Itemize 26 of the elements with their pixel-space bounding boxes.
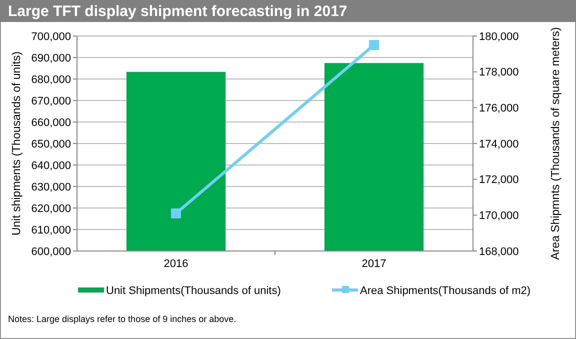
y2-tick-label: 172,000 <box>479 174 519 186</box>
y-tick-label: 690,000 <box>31 52 71 64</box>
y-tick-label: 670,000 <box>31 95 71 108</box>
y-tick-label: 650,000 <box>31 138 71 150</box>
y2-tick-label: 176,000 <box>479 102 519 115</box>
y2-axis-title: Area Shipmnts (Thousands of square meters) <box>550 27 562 260</box>
text: Notes: Large displays refer to those of 9 inches or above. <box>8 314 236 324</box>
x-tick-label: 2016 <box>164 258 188 270</box>
y-tick-label: 630,000 <box>31 181 71 194</box>
legend-label: Area Shipments(Thousands of m2) <box>360 284 531 297</box>
y2-tick-label: 170,000 <box>479 210 519 222</box>
x-tick-label: 2017 <box>362 258 386 270</box>
y2-tick-label: 174,000 <box>479 138 519 150</box>
y-tick-label: 640,000 <box>31 160 71 172</box>
legend-label: Unit Shipments(Thousands of units) <box>106 284 281 297</box>
y-axis-title: Unit shipments (Thousands of units) <box>11 51 23 236</box>
y2-tick-label: 180,000 <box>479 30 519 43</box>
y-tick-label: 700,000 <box>31 30 71 43</box>
y-tick-label: 660,000 <box>31 116 71 129</box>
y-tick-label: 610,000 <box>31 224 71 236</box>
y-tick-label: 600,000 <box>31 246 71 258</box>
y-tick-label: 680,000 <box>31 74 71 86</box>
y-tick-label: 620,000 <box>31 202 71 215</box>
y2-tick-label: 178,000 <box>479 66 519 79</box>
y2-tick-label: 168,000 <box>479 246 519 258</box>
chart-title: Large TFT display shipment forecasting in 2017 <box>8 3 348 20</box>
